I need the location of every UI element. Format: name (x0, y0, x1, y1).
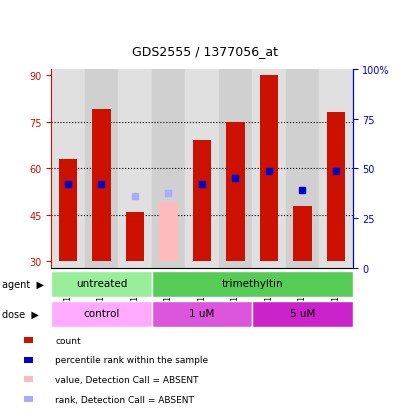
Bar (24, 337, 33, 343)
Bar (51, 271, 151, 297)
Text: control: control (83, 309, 119, 319)
Text: value, Detection Call = ABSENT: value, Detection Call = ABSENT (55, 375, 198, 384)
Text: 5 uM: 5 uM (289, 309, 314, 319)
Text: rank, Detection Call = ABSENT: rank, Detection Call = ABSENT (55, 394, 194, 404)
Bar (24, 396, 33, 402)
Text: untreated: untreated (76, 279, 127, 289)
Text: percentile rank within the sample: percentile rank within the sample (55, 355, 208, 364)
Bar (58, 159, 77, 262)
Text: agent  ▶: agent ▶ (2, 279, 44, 289)
Bar (292, 206, 311, 262)
Bar (326, 113, 344, 262)
Bar (218, 70, 252, 268)
Text: trimethyltin: trimethyltin (221, 279, 282, 289)
Text: GDS2555 / 1377056_at: GDS2555 / 1377056_at (132, 45, 277, 57)
Bar (51, 301, 151, 327)
Bar (85, 70, 118, 268)
Bar (151, 301, 252, 327)
Text: count: count (55, 336, 81, 345)
Bar (24, 377, 33, 382)
Bar (51, 70, 85, 268)
Bar (185, 70, 218, 268)
Bar (192, 141, 211, 262)
Bar (151, 70, 185, 268)
Bar (151, 271, 352, 297)
Bar (252, 301, 352, 327)
Text: 1 uM: 1 uM (189, 309, 214, 319)
Bar (24, 357, 33, 363)
Text: dose  ▶: dose ▶ (2, 309, 39, 319)
Bar (126, 212, 144, 262)
Bar (118, 70, 151, 268)
Bar (226, 122, 244, 262)
Bar (92, 110, 110, 262)
Bar (318, 70, 352, 268)
Bar (285, 70, 318, 268)
Bar (259, 76, 277, 262)
Bar (252, 70, 285, 268)
Bar (159, 203, 177, 262)
